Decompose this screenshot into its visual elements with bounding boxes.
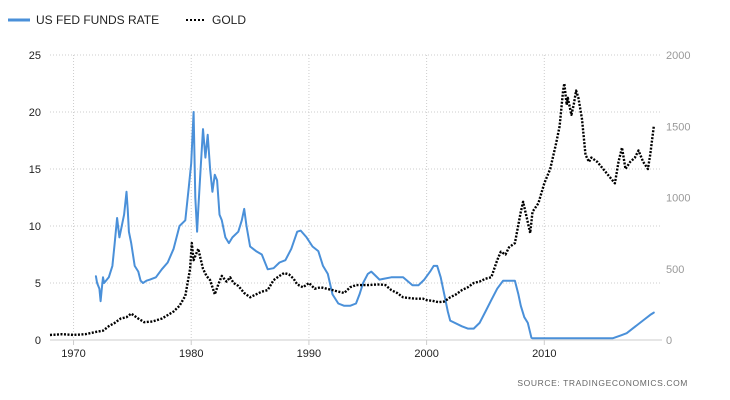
x-tick-label: 2000: [414, 348, 438, 360]
y-left-tick-label: 25: [29, 50, 41, 62]
y-left-tick-label: 5: [35, 278, 41, 290]
y-right-tick-label: 1500: [666, 121, 690, 133]
x-tick-label: 1970: [61, 348, 85, 360]
legend-label-fed-funds-rate: US FED FUNDS RATE: [36, 13, 159, 27]
series-line-gold: [49, 82, 655, 337]
y-right-tick-label: 1000: [666, 193, 690, 205]
series-layer: [49, 82, 655, 340]
x-tick-label: 1980: [179, 348, 203, 360]
grid: [50, 54, 662, 341]
source-label: SOURCE: TRADINGECONOMICS.COM: [517, 378, 688, 388]
y-right-tick-label: 2000: [666, 50, 690, 62]
y-left-tick-label: 15: [29, 164, 41, 176]
y-left-tick-label: 0: [35, 335, 41, 347]
legend: US FED FUNDS RATE GOLD: [8, 13, 246, 27]
y-right-tick-label: 0: [666, 335, 672, 347]
x-tick-label: 2010: [532, 348, 556, 360]
legend-label-gold: GOLD: [212, 13, 246, 27]
axes: 0 5 10 15 20 25 0 500 1000 1500 2000 1970 1980 1990 20…: [29, 50, 691, 360]
x-tick-label: 1990: [297, 348, 321, 360]
y-left-tick-label: 10: [29, 221, 41, 233]
series-line-fed-funds-rate: [94, 111, 655, 340]
y-right-tick-label: 500: [666, 264, 684, 276]
y-left-tick-label: 20: [29, 107, 41, 119]
